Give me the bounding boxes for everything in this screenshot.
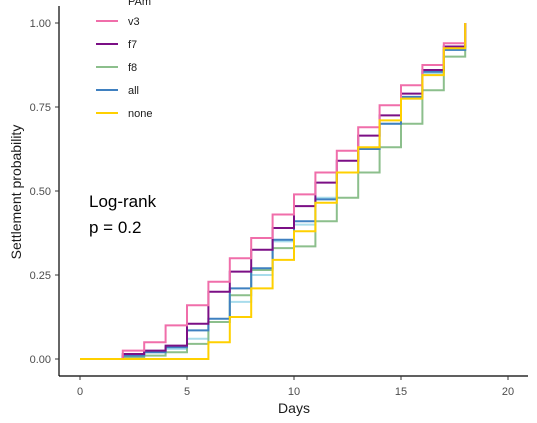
x-axis-title: Days: [278, 400, 310, 416]
p-value-label: p = 0.2: [89, 218, 141, 237]
y-tick-label: 0.75: [30, 102, 51, 114]
y-tick-label: 1.00: [30, 18, 51, 30]
y-tick-label: 0.00: [30, 354, 51, 366]
legend-title: PAm: [128, 0, 151, 8]
log-rank-label: Log-rank: [89, 192, 157, 211]
legend-label-all: all: [128, 85, 139, 97]
series-line-unlabeled: [80, 23, 467, 360]
x-tick-label: 10: [288, 386, 300, 398]
y-tick-label: 0.50: [30, 186, 51, 198]
series-line-f7: [80, 23, 467, 360]
series-line-f8: [80, 23, 467, 360]
x-tick-label: 5: [184, 386, 190, 398]
series-line-v3: [80, 23, 467, 360]
legend-label-none: none: [128, 108, 152, 120]
legend-label-v3: v3: [128, 16, 140, 28]
curves-layer: [80, 23, 467, 360]
y-tick-label: 0.25: [30, 270, 51, 282]
x-tick-label: 15: [395, 386, 407, 398]
ticks-layer: 0 5 10 15 20 0.00 0.25 0.50 0.75 1.00: [30, 18, 515, 398]
y-axis-title: Settlement probability: [8, 125, 24, 260]
series-line-none: [80, 23, 467, 360]
x-tick-label: 0: [77, 386, 83, 398]
legend-label-f8: f8: [128, 62, 137, 74]
series-line-all: [80, 23, 467, 360]
legend: v3 f7 f8 all none: [96, 16, 152, 120]
x-tick-label: 20: [502, 386, 514, 398]
legend-label-f7: f7: [128, 39, 137, 51]
